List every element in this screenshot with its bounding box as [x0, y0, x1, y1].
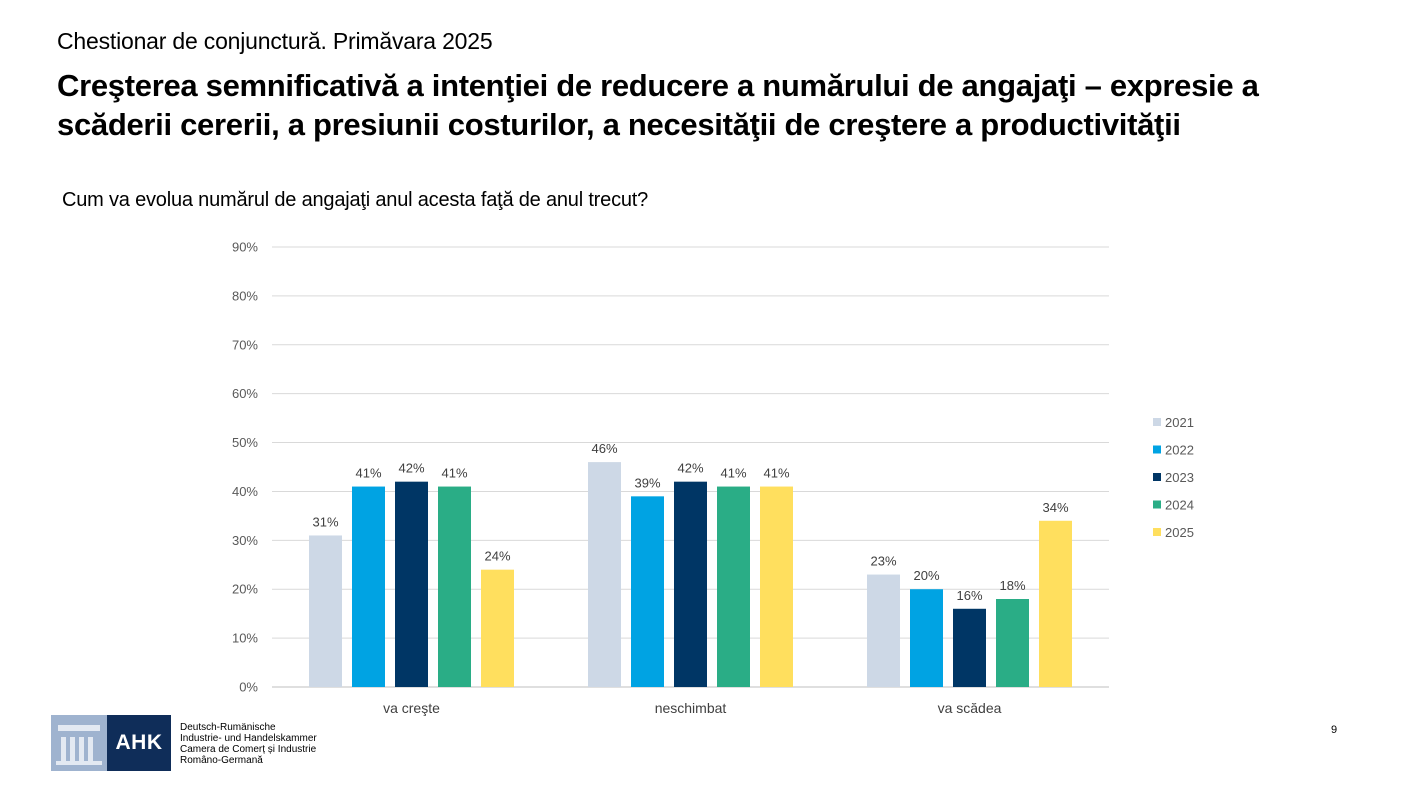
legend-label: 2024 [1165, 498, 1194, 513]
data-label: 41% [355, 466, 381, 481]
org-line: Camera de Comerț și Industrie [180, 744, 317, 755]
bar [867, 574, 900, 687]
data-label: 24% [484, 549, 510, 564]
x-tick-label: va scădea [938, 700, 1002, 716]
y-tick-label: 30% [232, 533, 258, 548]
page-title: Creşterea semnificativă a intenţiei de r… [57, 68, 1259, 142]
org-line: Industrie- und Handelskammer [180, 733, 317, 744]
org-line: Deutsch-Rumänische [180, 722, 276, 733]
data-label: 41% [441, 466, 467, 481]
chart-question: Cum va evolua numărul de angajaţi anul a… [62, 189, 649, 211]
logo-wordmark: AHK [107, 715, 171, 771]
building-emblem-icon [51, 715, 107, 771]
legend-swatch [1153, 445, 1161, 454]
legend-swatch [1153, 500, 1161, 509]
data-label: 23% [870, 554, 896, 569]
bar [953, 608, 986, 687]
bar [438, 486, 471, 687]
data-label: 39% [634, 475, 660, 490]
data-label: 42% [398, 461, 424, 476]
organization-name: Deutsch-Rumänische Industrie- und Handel… [180, 722, 317, 766]
data-label: 18% [999, 578, 1025, 593]
data-label: 46% [591, 441, 617, 456]
y-tick-label: 80% [232, 288, 258, 303]
y-tick-label: 10% [232, 631, 258, 646]
legend-swatch [1153, 418, 1161, 426]
legend-label: 2021 [1165, 415, 1194, 430]
data-label: 42% [677, 461, 703, 476]
bar [588, 462, 621, 687]
y-tick-label: 90% [232, 240, 258, 255]
bar [910, 589, 943, 687]
bar [1039, 520, 1072, 687]
bar [996, 599, 1029, 687]
bar [481, 569, 514, 687]
bar [717, 486, 750, 687]
data-label: 34% [1042, 500, 1068, 515]
bar [309, 535, 342, 687]
ahk-logo: AHK [51, 715, 171, 771]
bar [352, 486, 385, 687]
org-line: Româno-Germană [180, 755, 263, 766]
data-label: 31% [312, 514, 338, 529]
bar [631, 496, 664, 687]
data-label: 41% [763, 466, 789, 481]
survey-title: Chestionar de conjunctură. Primăvara 202… [57, 28, 493, 54]
bar [760, 486, 793, 687]
y-tick-label: 50% [232, 435, 258, 450]
data-label: 20% [913, 568, 939, 583]
legend-swatch [1153, 528, 1161, 536]
legend-label: 2025 [1165, 525, 1194, 540]
legend-label: 2022 [1165, 443, 1194, 458]
bar [674, 481, 707, 687]
y-tick-label: 20% [232, 582, 258, 597]
data-label: 41% [720, 466, 746, 481]
y-tick-label: 60% [232, 386, 258, 401]
data-label: 16% [956, 588, 982, 603]
bar [395, 481, 428, 687]
y-tick-label: 40% [232, 484, 258, 499]
y-tick-label: 70% [232, 337, 258, 352]
legend-swatch [1153, 473, 1161, 481]
x-tick-label: neschimbat [655, 700, 727, 716]
x-tick-label: va creşte [383, 700, 440, 716]
page-number: 9 [1331, 724, 1338, 736]
y-tick-label: 0% [239, 680, 258, 695]
legend-label: 2023 [1165, 470, 1194, 485]
